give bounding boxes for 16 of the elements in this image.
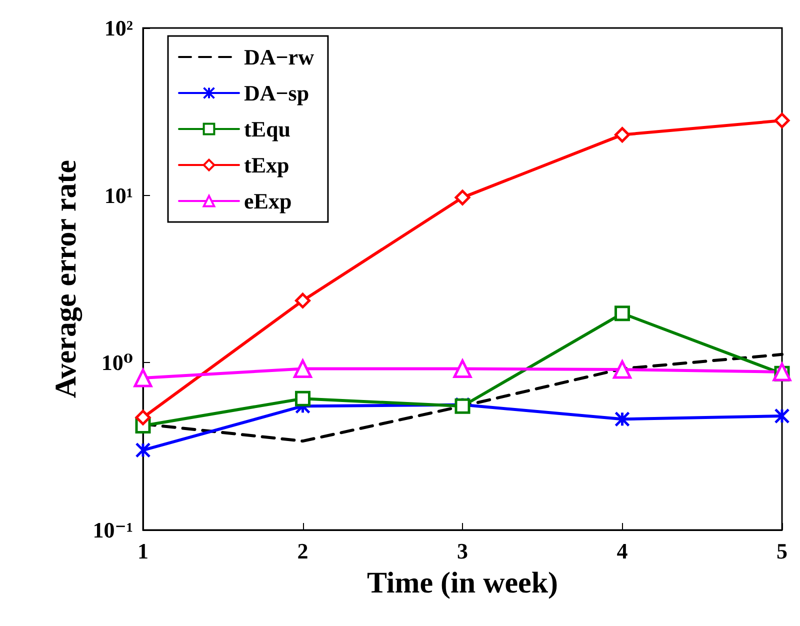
x-tick-label: 4	[616, 538, 628, 564]
x-tick-label: 1	[138, 538, 148, 564]
x-tick-label: 2	[297, 538, 308, 564]
legend-label: DA−rw	[244, 44, 314, 70]
legend-label: eExp	[244, 188, 292, 214]
y-tick-label: 10⁻¹	[92, 518, 133, 542]
x-axis-title: Time (in week)	[366, 566, 558, 600]
legend-label: tExp	[244, 152, 290, 178]
legend-label: DA−sp	[244, 80, 310, 106]
legend-label: tEqu	[244, 116, 290, 142]
y-tick-label: 10¹	[104, 182, 133, 208]
y-axis-title: Average error rate	[50, 160, 82, 398]
y-tick-label: 10²	[104, 16, 134, 40]
x-tick-label: 5	[776, 538, 788, 564]
x-tick-label: 3	[457, 538, 468, 564]
y-tick-label: 10⁰	[101, 350, 134, 376]
